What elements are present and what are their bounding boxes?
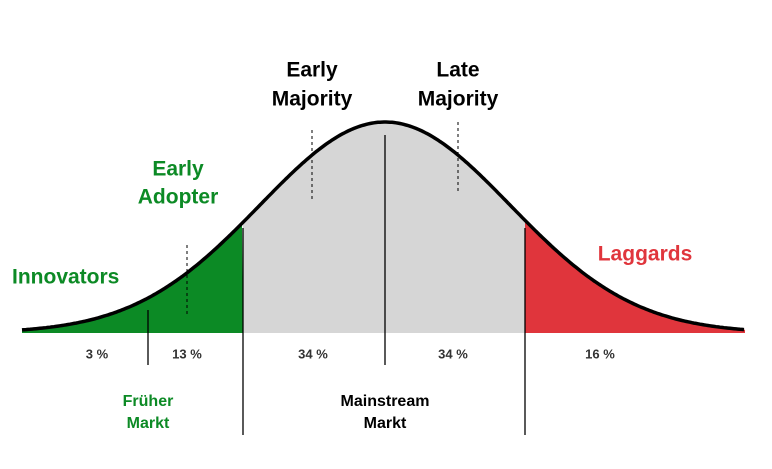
group-label: Majority [272, 88, 353, 111]
laggards-segment-fill [525, 220, 745, 333]
group-label: Adopter [138, 186, 219, 209]
group-label: Early [152, 158, 204, 181]
market-label: Markt [127, 415, 170, 432]
group-label: Late [436, 59, 479, 82]
share-label: 3 % [86, 346, 109, 361]
share-label: 16 % [585, 346, 615, 361]
share-label: 13 % [172, 346, 202, 361]
group-label: Innovators [12, 266, 119, 289]
group-label: Laggards [598, 243, 693, 266]
bell-curve [21, 120, 745, 332]
group-label: Early [286, 59, 338, 82]
share-label: 34 % [298, 346, 328, 361]
dividers [147, 135, 526, 435]
share-label: 34 % [438, 346, 468, 361]
mainstream-segment-fill [243, 122, 525, 333]
market-label: Markt [364, 415, 407, 432]
group-label: Majority [418, 88, 499, 111]
market-label: Früher [123, 393, 174, 410]
market-label: Mainstream [341, 393, 430, 410]
early-segment-fill [22, 223, 243, 333]
